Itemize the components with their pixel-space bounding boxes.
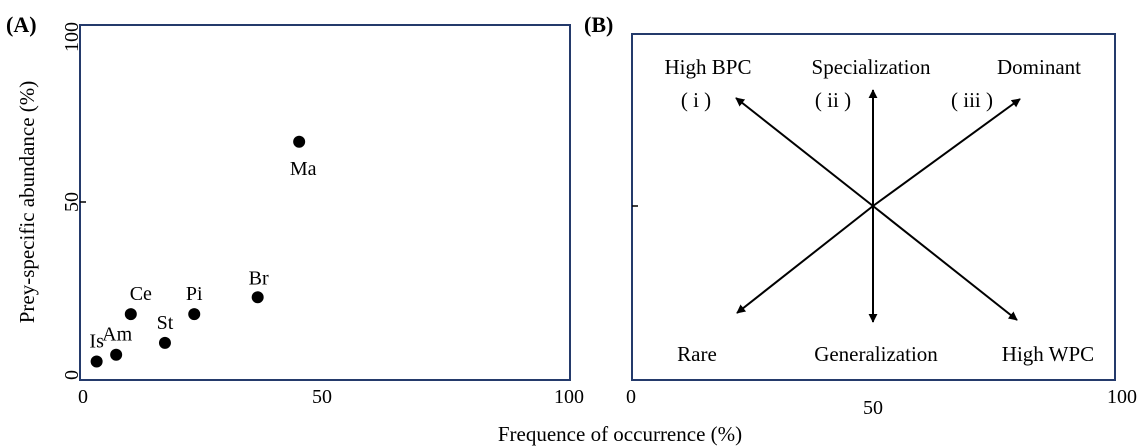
data-label-am: Am: [102, 324, 132, 346]
label-rare: Rare: [677, 342, 717, 366]
data-point-am: [110, 348, 123, 361]
data-label-ce: Ce: [130, 283, 152, 305]
panel-a-ylabel: Prey-specific abundance (%): [15, 81, 39, 324]
panel-b-xtick-0: 0: [626, 386, 636, 408]
panel-b-xtick-50: 50: [863, 397, 883, 419]
data-point-is: [90, 355, 103, 368]
panel-a-ytick-0: 0: [61, 370, 83, 380]
panel-a-xtick-100: 100: [554, 386, 584, 408]
data-label-is: Is: [89, 330, 104, 352]
data-point-ce: [124, 308, 137, 321]
data-label-ma: Ma: [290, 158, 317, 180]
panel-a-letter: (A): [6, 12, 37, 37]
data-label-br: Br: [249, 267, 269, 289]
panel-b-letter: (B): [584, 12, 613, 37]
data-point-pi: [188, 308, 201, 321]
data-point-st: [158, 336, 171, 349]
panel-b-xtick-100: 100: [1107, 386, 1137, 408]
label-generalization: Generalization: [814, 342, 938, 366]
label-specialization: Specialization: [812, 55, 931, 79]
arrow-high-wpc: [872, 205, 1018, 321]
arrow-rare: [736, 205, 874, 314]
x-axis-title: Frequence of occurrence (%): [498, 422, 742, 446]
panel-a-ytick-50: 50: [61, 192, 83, 212]
panel-a-frame: [79, 24, 571, 381]
label-high-wpc: High WPC: [1002, 342, 1094, 366]
label-numeral-i: ( i ): [681, 88, 711, 112]
data-label-pi: Pi: [186, 283, 203, 305]
data-point-br: [251, 291, 264, 304]
label-numeral-iii: ( iii ): [951, 88, 993, 112]
arrow-dominant: [872, 98, 1021, 207]
label-numeral-ii: ( ii ): [815, 88, 851, 112]
data-label-st: St: [157, 312, 174, 334]
panel-a-xtick-50: 50: [312, 386, 332, 408]
panel-b-frame: [631, 33, 1116, 381]
label-dominant: Dominant: [997, 55, 1081, 79]
data-point-ma: [293, 135, 306, 148]
panel-a-ytick-100: 100: [61, 22, 83, 52]
panel-a-xtick-0: 0: [78, 386, 88, 408]
label-high-bpc: High BPC: [665, 55, 752, 79]
arrow-high-bpc: [735, 97, 874, 207]
